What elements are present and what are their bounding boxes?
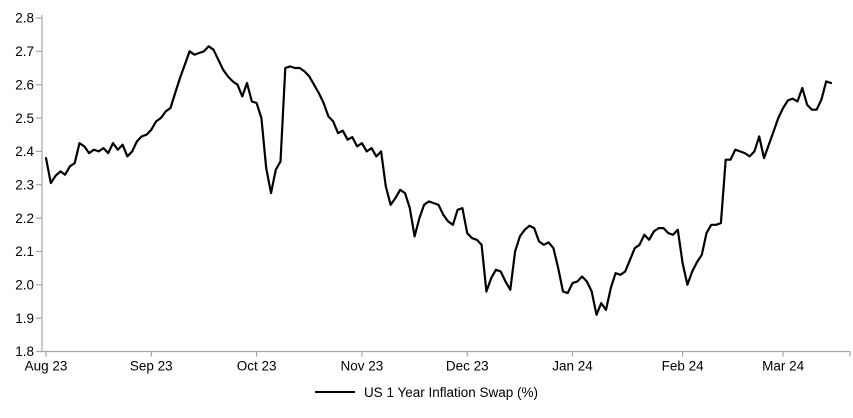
y-tick-label: 2.5 xyxy=(15,111,34,126)
x-tick-label: Nov 23 xyxy=(341,359,384,374)
y-tick-label: 2.0 xyxy=(15,278,34,293)
y-tick-label: 2.4 xyxy=(15,144,34,159)
y-tick-label: 2.8 xyxy=(15,11,34,26)
series-line-us-1y-inflation-swap xyxy=(44,45,833,316)
x-tick-label: Feb 24 xyxy=(662,359,705,374)
x-tick-label: Oct 23 xyxy=(237,359,277,374)
y-tick-label: 1.8 xyxy=(15,344,34,359)
y-tick-label: 2.1 xyxy=(15,244,34,259)
x-tick-label: Dec 23 xyxy=(446,359,489,374)
x-tick-label: Sep 23 xyxy=(130,359,173,374)
x-tick-label: Mar 24 xyxy=(762,359,805,374)
y-tick-label: 1.9 xyxy=(15,311,34,326)
y-tick-label: 2.3 xyxy=(15,177,34,192)
x-tick-label: Aug 23 xyxy=(25,359,68,374)
y-tick-label: 2.2 xyxy=(15,211,34,226)
x-tick-label: Jan 24 xyxy=(552,359,593,374)
y-tick-label: 2.6 xyxy=(15,77,34,92)
y-tick-label: 2.7 xyxy=(15,44,34,59)
